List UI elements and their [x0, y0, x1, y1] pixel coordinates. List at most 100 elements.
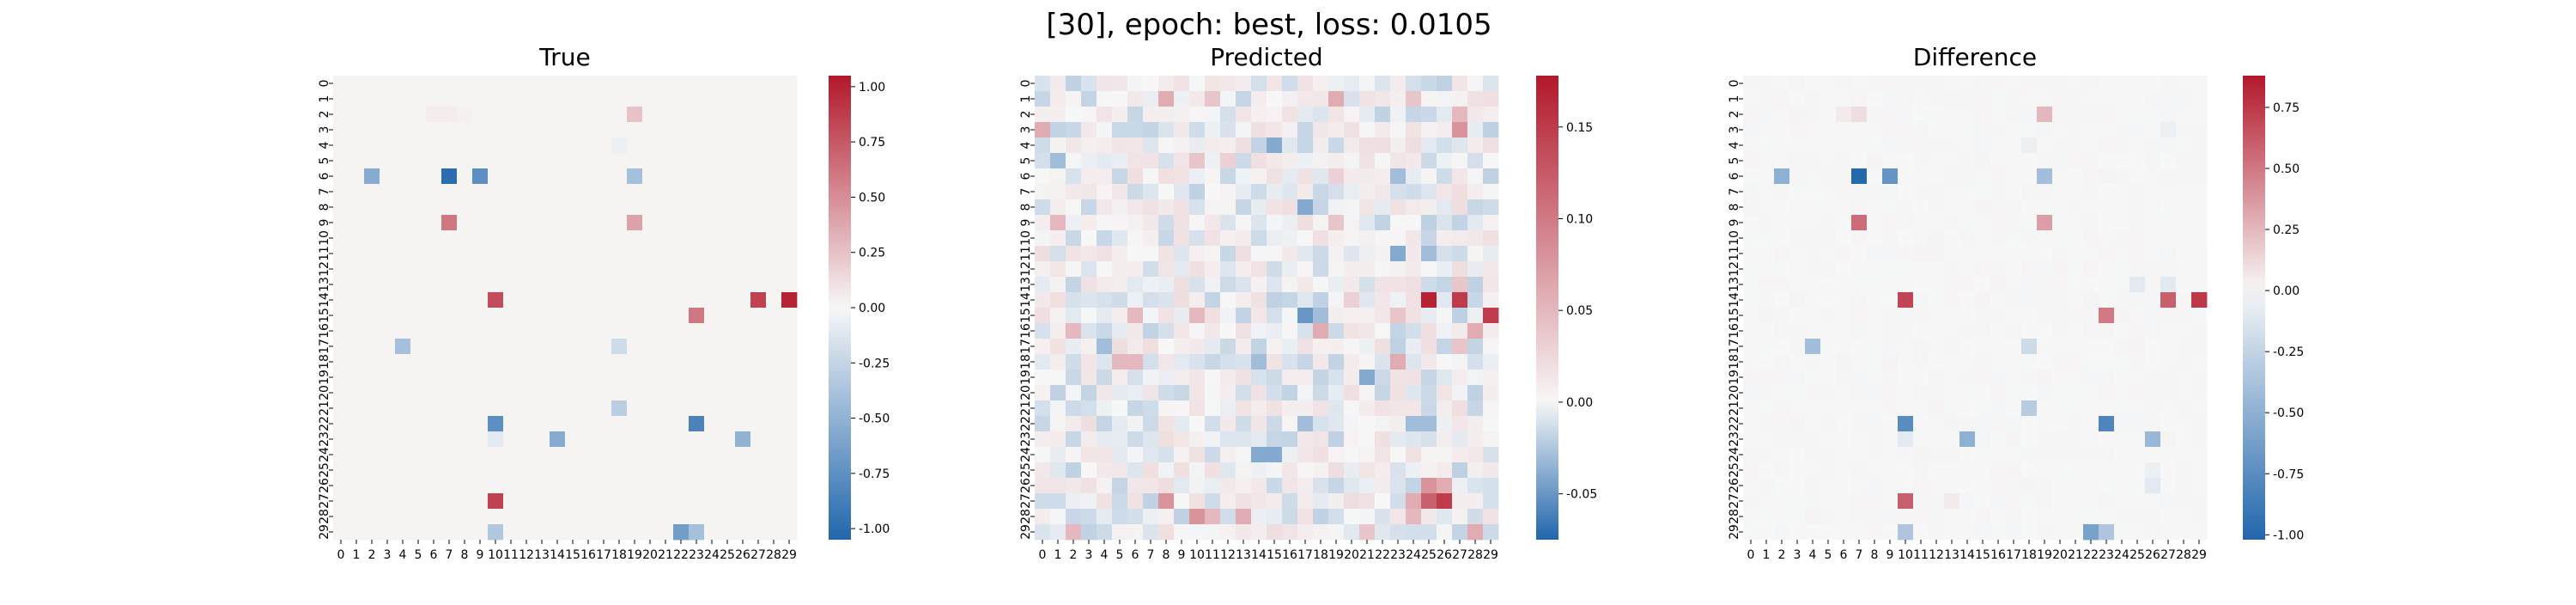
heatmap-cell [2037, 478, 2053, 494]
heatmap-cell [735, 462, 751, 479]
heatmap-cell [689, 292, 705, 309]
heatmap-cell [1359, 493, 1376, 510]
heatmap-cell [1344, 91, 1360, 107]
heatmap-cell [1328, 215, 1345, 231]
heatmap-cell [1267, 91, 1283, 107]
heatmap-cell [426, 230, 442, 247]
heatmap-cell [1452, 199, 1468, 216]
heatmap-cell [1359, 400, 1376, 417]
heatmap-cell [2052, 323, 2069, 339]
heatmap-cell [1127, 122, 1144, 138]
heatmap-cell [1959, 339, 1976, 355]
heatmap-cell [1174, 493, 1190, 510]
heatmap-cell [333, 308, 349, 324]
heatmap-cell [1759, 478, 1775, 494]
heatmap-cell [410, 277, 427, 293]
heatmap-cell [704, 261, 720, 278]
heatmap-cell [2099, 138, 2115, 154]
heatmap-cell [1297, 122, 1314, 138]
heatmap-cell [1437, 354, 1453, 370]
heatmap-cell [1836, 261, 1852, 278]
heatmap-cell [2129, 385, 2146, 401]
heatmap-cell [2083, 385, 2099, 401]
heatmap-cell [1328, 122, 1345, 138]
heatmap-cell [1898, 246, 1914, 262]
heatmap-cell [1975, 462, 1991, 479]
heatmap-cell [1944, 292, 1960, 309]
heatmap-cell [1759, 308, 1775, 324]
heatmap-cell [704, 416, 720, 432]
heatmap-cell [1189, 509, 1206, 525]
heatmap-cell [2114, 138, 2130, 154]
heatmap-cell [766, 277, 782, 293]
heatmap-cell [2099, 431, 2115, 448]
heatmap-cell [395, 292, 411, 309]
heatmap-cell [627, 153, 643, 169]
heatmap-cell [1789, 323, 1806, 339]
heatmap-cell [1313, 153, 1329, 169]
heatmap-cell [1789, 478, 1806, 494]
heatmap-cell [1805, 122, 1821, 138]
heatmap-cell [1143, 153, 1159, 169]
heatmap-cell [503, 524, 519, 541]
x-tick-label: 2 [368, 548, 376, 562]
heatmap-cell [2037, 354, 2053, 370]
heatmap-cell [441, 199, 458, 216]
heatmap-cell [472, 138, 489, 154]
heatmap-cell [1328, 91, 1345, 107]
heatmap-cell [1297, 277, 1314, 293]
heatmap-cell [364, 323, 380, 339]
heatmap-cell [689, 447, 705, 463]
heatmap-cell [1050, 354, 1066, 370]
x-tick-label: 27 [750, 548, 766, 562]
heatmap-cell [1820, 416, 1837, 432]
heatmap-cell [2068, 308, 2084, 324]
heatmap-cell [1251, 292, 1267, 309]
heatmap-cell [1112, 199, 1128, 216]
heatmap-cell [1267, 261, 1283, 278]
heatmap-cell [1467, 354, 1484, 370]
heatmap-cell [1267, 323, 1283, 339]
heatmap-cell [441, 370, 458, 386]
heatmap-cell [333, 168, 349, 185]
heatmap-cell [1282, 76, 1298, 92]
heatmap-cell [1359, 153, 1376, 169]
heatmap-cell [426, 509, 442, 525]
heatmap-cell [720, 107, 736, 123]
y-tick-label: 12 [318, 261, 331, 277]
heatmap-cell [2037, 370, 2053, 386]
heatmap-cell [1220, 447, 1236, 463]
heatmap-cell [1836, 431, 1852, 448]
heatmap-cell [2145, 122, 2161, 138]
heatmap-cell [395, 493, 411, 510]
heatmap-cell [580, 370, 597, 386]
heatmap-cell [1390, 524, 1406, 541]
heatmap-cell [2021, 447, 2038, 463]
colorbar-tick-label: 0.75 [2273, 101, 2300, 115]
heatmap-cell [1313, 370, 1329, 386]
heatmap-cell [1220, 230, 1236, 247]
heatmap-cell [611, 76, 628, 92]
heatmap-cell [1851, 168, 1868, 185]
heatmap-cell [1774, 292, 1790, 309]
heatmap-cell [472, 400, 489, 417]
heatmap-cell [2145, 493, 2161, 510]
heatmap-cell [627, 524, 643, 541]
heatmap-cell [488, 76, 504, 92]
heatmap-cell [2114, 107, 2130, 123]
y-tick-label: 20 [1728, 385, 1741, 400]
heatmap-cell [457, 524, 473, 541]
heatmap-cell [1959, 462, 1976, 479]
heatmap-cell [1452, 292, 1468, 309]
heatmap-cell [1174, 215, 1190, 231]
y-tick-label: 23 [1728, 431, 1741, 447]
heatmap-cell [1789, 122, 1806, 138]
heatmap-cell [735, 509, 751, 525]
heatmap-cell [1467, 76, 1484, 92]
heatmap-cell [750, 431, 767, 448]
heatmap-cell [1990, 431, 2007, 448]
heatmap-cell [550, 184, 566, 200]
heatmap-cell [1805, 277, 1821, 293]
heatmap-cell [1359, 230, 1376, 247]
heatmap-cell [1127, 400, 1144, 417]
